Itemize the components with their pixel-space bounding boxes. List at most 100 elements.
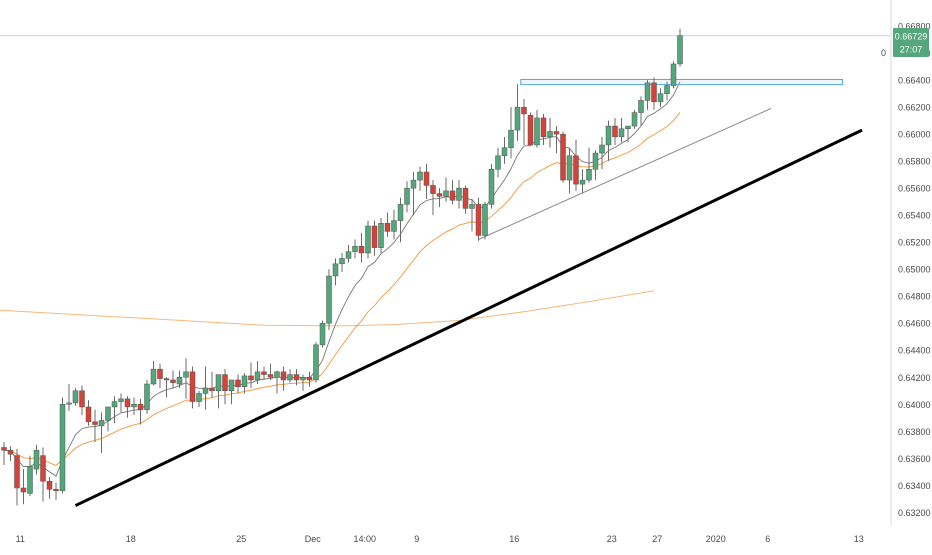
candle-body-down [137, 404, 144, 410]
candle-body-down [1, 447, 7, 451]
candle-body-up [144, 383, 150, 410]
ema-fast-line [3, 81, 681, 477]
candle-body-down [20, 487, 27, 493]
candle-body-up [397, 204, 404, 221]
candle-body-down [163, 378, 170, 381]
candle-body-up [345, 251, 352, 259]
price-tick-label: 0.63600 [898, 454, 931, 464]
minor-trendline-layer [478, 108, 772, 240]
candle-body-down [157, 368, 163, 379]
time-tick-label: 13 [854, 534, 864, 544]
candle-body-down [384, 223, 391, 232]
candle-body-up [670, 63, 677, 86]
ema-slow-line [0, 290, 655, 327]
candle-body-up [118, 398, 124, 402]
candle-body-down [280, 371, 287, 381]
candle-body-up [326, 275, 332, 324]
candle-body-up [391, 220, 397, 232]
candle-body-up [469, 204, 475, 209]
candle-body-up [131, 404, 137, 408]
candles-layer [1, 28, 683, 506]
time-tick-label: 23 [607, 534, 617, 544]
price-badge-layer: 0 0.66729 27:07 [881, 28, 929, 58]
candle-body-down [7, 449, 14, 455]
candle-body-up [508, 129, 514, 148]
candle-body-down [92, 421, 98, 425]
candle-body-up [183, 371, 189, 378]
candle-body-up [657, 93, 664, 103]
time-tick-label: 9 [414, 534, 419, 544]
time-tick-label: 25 [236, 534, 246, 544]
price-tick-label: 0.63200 [898, 508, 931, 518]
candle-body-down [462, 187, 469, 209]
candle-body-up [404, 187, 410, 205]
price-tick-label: 0.65000 [898, 265, 931, 275]
candle-body-up [417, 171, 423, 181]
price-axis-background [891, 0, 932, 550]
price-tick-label: 0.66400 [898, 76, 931, 86]
candle-body-up [98, 420, 105, 427]
candle-body-up [176, 377, 183, 385]
candle-body-up [332, 263, 339, 277]
candle-body-down [527, 115, 534, 146]
candle-body-down [573, 155, 579, 185]
candle-body-up [202, 387, 209, 394]
candle-body-down [40, 455, 46, 482]
candle-body-up [501, 147, 508, 157]
main-trendline [74, 128, 863, 507]
time-tick-label: Dec [305, 534, 322, 544]
time-tick-label: 14:00 [353, 534, 376, 544]
candle-body-up [66, 402, 72, 405]
price-tick-label: 0.63800 [898, 427, 931, 437]
price-label-partial: 0 [881, 48, 886, 58]
candle-body-up [547, 131, 553, 138]
minor-trendline [478, 108, 772, 240]
candle-body-up [300, 377, 306, 381]
candle-body-down [651, 82, 657, 103]
candle-body-up [378, 223, 384, 248]
price-tick-label: 0.63400 [898, 481, 931, 491]
candle-body-down [612, 125, 618, 138]
candle-body-up [215, 374, 222, 392]
time-tick-label: 2020 [706, 534, 726, 544]
price-tick-label: 0.66200 [898, 103, 931, 113]
candle-body-down [423, 171, 430, 186]
candle-body-down [189, 371, 196, 402]
candle-body-down [553, 131, 560, 135]
ema-fast-layer [3, 81, 681, 477]
candle-body-down [124, 398, 131, 408]
candle-body-down [53, 489, 59, 491]
candle-body-up [495, 155, 501, 170]
price-tick-label: 0.64600 [898, 319, 931, 329]
price-tick-label: 0.64400 [898, 346, 931, 356]
bar-countdown-text: 27:07 [900, 45, 923, 55]
candle-body-up [111, 401, 118, 408]
time-axis-labels: 11 18 25 Dec 14:00 9 16 23 27 2020 6 13 [16, 534, 864, 544]
candle-body-up [488, 169, 495, 205]
candle-body-down [46, 480, 53, 490]
candle-body-up [274, 371, 280, 378]
candle-body-down [371, 225, 378, 248]
candle-body-up [579, 179, 586, 185]
candle-body-up [150, 368, 157, 385]
price-tick-label: 0.64200 [898, 373, 931, 383]
candle-body-down [358, 246, 365, 254]
candle-body-up [410, 179, 417, 189]
candle-body-up [313, 344, 319, 381]
time-tick-label: 11 [16, 534, 25, 544]
candle-body-up [339, 258, 345, 265]
candle-body-up [482, 204, 488, 236]
resistance-zone-box [520, 78, 843, 86]
candle-body-up [566, 155, 573, 181]
price-tick-label: 0.65200 [898, 238, 931, 248]
resistance-zone-layer [520, 78, 843, 86]
candle-body-down [560, 133, 566, 181]
candle-body-up [534, 117, 540, 146]
ema-slow-layer [0, 290, 655, 327]
price-tick-label: 0.64000 [898, 400, 931, 410]
current-price-text: 0.66729 [895, 32, 928, 42]
price-tick-label: 0.65600 [898, 184, 931, 194]
candle-body-up [27, 466, 33, 494]
